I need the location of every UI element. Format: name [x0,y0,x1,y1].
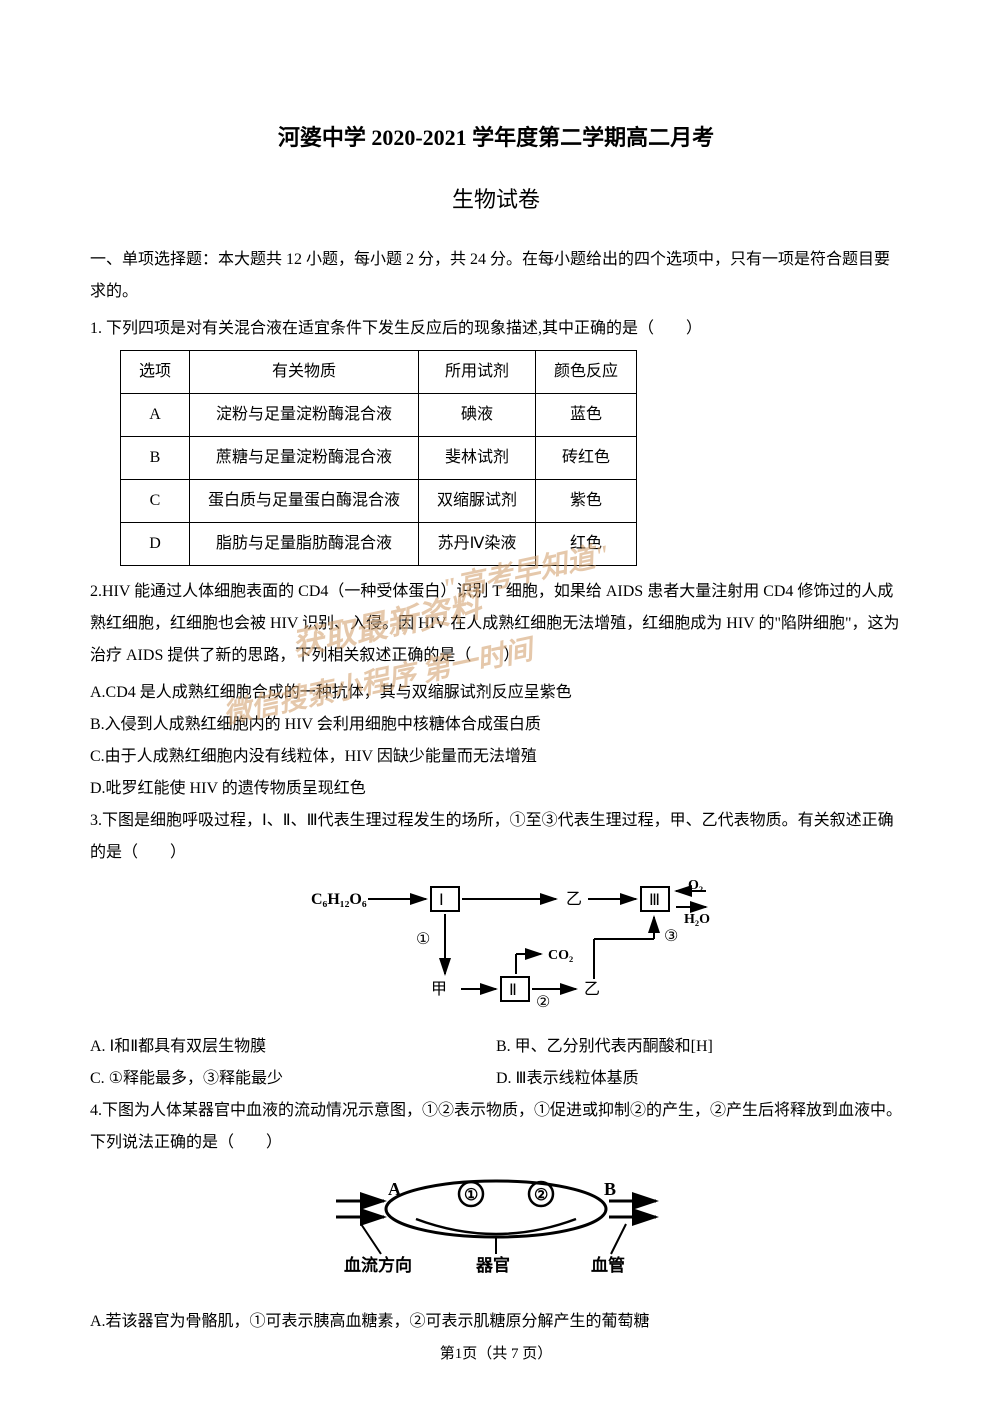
cell: 斐林试剂 [419,437,536,480]
th-substance: 有关物质 [190,351,419,394]
question-4: 4.下图为人体某器官中血液的流动情况示意图，①②表示物质，①促进或抑制②的产生，… [90,1095,902,1338]
cell: B [121,437,190,480]
co2-label: CO₂ [548,948,573,963]
box1-label: Ⅰ [439,892,444,909]
cell: 碘液 [419,394,536,437]
circle-1: ① [464,1187,478,1204]
cell: 砖红色 [536,437,637,480]
organ-label: 器官 [475,1255,510,1275]
cell: 双缩脲试剂 [419,480,536,523]
q3-option-d: D. Ⅲ表示线粒体基质 [496,1063,902,1095]
circ3-label: ③ [664,928,678,945]
q3-option-b: B. 甲、乙分别代表丙酮酸和[H] [496,1031,902,1063]
table-row: C 蛋白质与足量蛋白酶混合液 双缩脲试剂 紫色 [121,480,637,523]
cell: 蓝色 [536,394,637,437]
blood-flow-label: 血流方向 [344,1255,412,1275]
q1-text: 1. 下列四项是对有关混合液在适宜条件下发生反应后的现象描述,其中正确的是（ ） [90,313,902,345]
page-title-sub: 生物试卷 [90,182,902,214]
q2-option-d: D.吡罗红能使 HIV 的遗传物质呈现红色 [90,773,902,805]
cell: 苏丹Ⅳ染液 [419,523,536,566]
q3-option-a: A. Ⅰ和Ⅱ都具有双层生物膜 [90,1031,496,1063]
q4-option-a: A.若该器官为骨骼肌，①可表示胰高血糖素，②可表示肌糖原分解产生的葡萄糖 [90,1306,902,1338]
page-footer: 第1页（共 7 页） [0,1342,992,1363]
yi-top-label: 乙 [566,891,582,908]
cell: A [121,394,190,437]
th-option: 选项 [121,351,190,394]
jia-label: 甲 [431,981,447,998]
q2-option-a: A.CD4 是人成熟红细胞合成的一种抗体，其与双缩脲试剂反应呈紫色 [90,677,902,709]
o2-label: O₂ [688,879,703,893]
cell: 紫色 [536,480,637,523]
cell: C [121,480,190,523]
cell: 蔗糖与足量淀粉酶混合液 [190,437,419,480]
circ1-label: ① [416,931,430,948]
cell: 蛋白质与足量蛋白酶混合液 [190,480,419,523]
question-2: 2.HIV 能通过人体细胞表面的 CD4（一种受体蛋白）识别 T 细胞，如果给 … [90,576,902,805]
cell: 红色 [536,523,637,566]
box2-label: Ⅱ [509,982,517,999]
table-row: A 淀粉与足量淀粉酶混合液 碘液 蓝色 [121,394,637,437]
h2o-label: H₂O [684,912,710,927]
cell: 淀粉与足量淀粉酶混合液 [190,394,419,437]
section-intro: 一、单项选择题：本大题共 12 小题，每小题 2 分，共 24 分。在每小题给出… [90,244,902,308]
glucose-label: C₆H₁₂O₆ [311,891,367,908]
yi-bottom-label: 乙 [584,981,600,998]
vessel-label: 血管 [591,1255,625,1275]
q1-table: 选项 有关物质 所用试剂 颜色反应 A 淀粉与足量淀粉酶混合液 碘液 蓝色 B … [120,350,637,566]
q3-diagram: C₆H₁₂O₆ Ⅰ 乙 Ⅲ O₂ H₂O ① 甲 Ⅱ ② 乙 [90,879,902,1021]
label-b: B [604,1179,616,1199]
table-header-row: 选项 有关物质 所用试剂 颜色反应 [121,351,637,394]
q3-options: A. Ⅰ和Ⅱ都具有双层生物膜 B. 甲、乙分别代表丙酮酸和[H] C. ①释能最… [90,1031,902,1095]
th-reagent: 所用试剂 [419,351,536,394]
circ2-label: ② [536,994,550,1009]
table-row: D 脂肪与足量脂肪酶混合液 苏丹Ⅳ染液 红色 [121,523,637,566]
q3-option-c: C. ①释能最多，③释能最少 [90,1063,496,1095]
table-row: B 蔗糖与足量淀粉酶混合液 斐林试剂 砖红色 [121,437,637,480]
q4-diagram: A B ① ② 血流方向 器官 血管 [90,1169,902,1296]
th-color: 颜色反应 [536,351,637,394]
cell: 脂肪与足量脂肪酶混合液 [190,523,419,566]
q2-text: 2.HIV 能通过人体细胞表面的 CD4（一种受体蛋白）识别 T 细胞，如果给 … [90,576,902,672]
page-title-main: 河婆中学 2020-2021 学年度第二学期高二月考 [90,120,902,152]
circle-2: ② [534,1187,548,1204]
q2-option-b: B.入侵到人成熟红细胞内的 HIV 会利用细胞中核糖体合成蛋白质 [90,709,902,741]
question-1: 1. 下列四项是对有关混合液在适宜条件下发生反应后的现象描述,其中正确的是（ ）… [90,313,902,566]
question-3: 3.下图是细胞呼吸过程，Ⅰ、Ⅱ、Ⅲ代表生理过程发生的场所，①至③代表生理过程，甲… [90,805,902,1095]
label-a: A [388,1179,401,1199]
q4-text: 4.下图为人体某器官中血液的流动情况示意图，①②表示物质，①促进或抑制②的产生，… [90,1095,902,1159]
box3-label: Ⅲ [649,892,660,909]
cell: D [121,523,190,566]
q2-option-c: C.由于人成熟红细胞内没有线粒体，HIV 因缺少能量而无法增殖 [90,741,902,773]
q3-text: 3.下图是细胞呼吸过程，Ⅰ、Ⅱ、Ⅲ代表生理过程发生的场所，①至③代表生理过程，甲… [90,805,902,869]
